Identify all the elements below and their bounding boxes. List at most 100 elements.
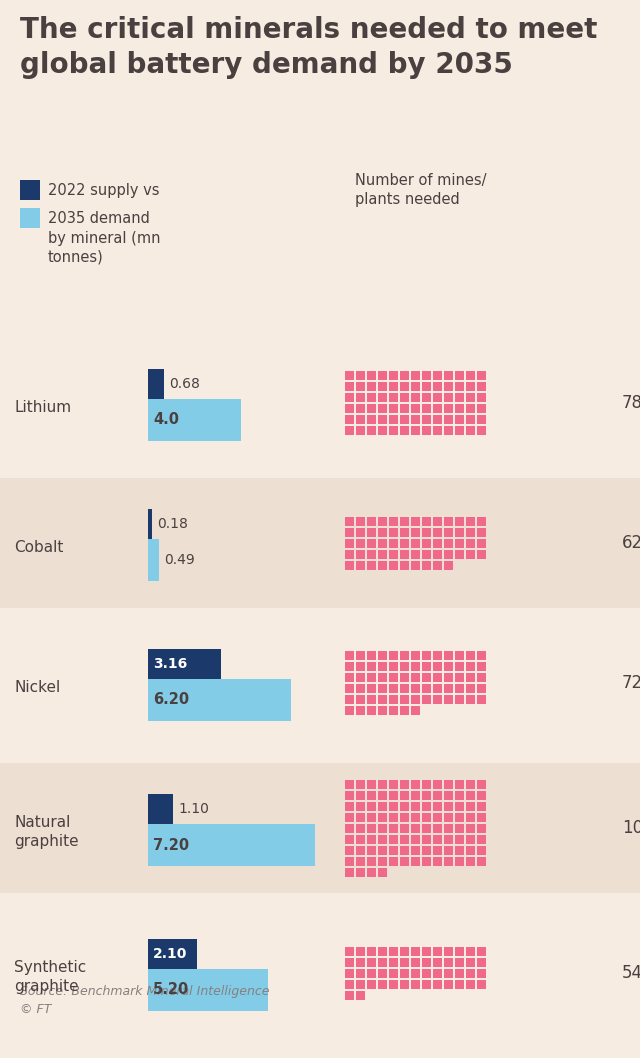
- FancyBboxPatch shape: [389, 528, 398, 536]
- FancyBboxPatch shape: [356, 415, 365, 424]
- FancyBboxPatch shape: [433, 415, 442, 424]
- FancyBboxPatch shape: [367, 957, 376, 967]
- FancyBboxPatch shape: [345, 980, 354, 988]
- FancyBboxPatch shape: [400, 651, 409, 660]
- FancyBboxPatch shape: [444, 823, 453, 833]
- FancyBboxPatch shape: [389, 393, 398, 402]
- FancyBboxPatch shape: [433, 516, 442, 526]
- FancyBboxPatch shape: [378, 371, 387, 380]
- FancyBboxPatch shape: [466, 651, 475, 660]
- FancyBboxPatch shape: [422, 947, 431, 955]
- FancyBboxPatch shape: [378, 528, 387, 536]
- Text: Synthetic
graphite: Synthetic graphite: [14, 961, 86, 993]
- Text: Nickel: Nickel: [14, 679, 60, 694]
- FancyBboxPatch shape: [433, 980, 442, 988]
- FancyBboxPatch shape: [444, 539, 453, 547]
- FancyBboxPatch shape: [455, 393, 464, 402]
- FancyBboxPatch shape: [444, 845, 453, 855]
- FancyBboxPatch shape: [477, 813, 486, 821]
- FancyBboxPatch shape: [367, 947, 376, 955]
- FancyBboxPatch shape: [477, 393, 486, 402]
- FancyBboxPatch shape: [422, 823, 431, 833]
- FancyBboxPatch shape: [444, 968, 453, 978]
- FancyBboxPatch shape: [433, 857, 442, 865]
- FancyBboxPatch shape: [466, 393, 475, 402]
- FancyBboxPatch shape: [466, 823, 475, 833]
- FancyBboxPatch shape: [400, 823, 409, 833]
- Text: 4.0: 4.0: [153, 413, 179, 427]
- FancyBboxPatch shape: [433, 947, 442, 955]
- FancyBboxPatch shape: [389, 706, 398, 715]
- FancyBboxPatch shape: [444, 651, 453, 660]
- FancyBboxPatch shape: [411, 382, 420, 391]
- FancyBboxPatch shape: [367, 835, 376, 843]
- FancyBboxPatch shape: [345, 868, 354, 876]
- FancyBboxPatch shape: [433, 835, 442, 843]
- FancyBboxPatch shape: [422, 393, 431, 402]
- FancyBboxPatch shape: [356, 651, 365, 660]
- FancyBboxPatch shape: [389, 968, 398, 978]
- FancyBboxPatch shape: [422, 673, 431, 682]
- FancyBboxPatch shape: [356, 371, 365, 380]
- FancyBboxPatch shape: [389, 516, 398, 526]
- FancyBboxPatch shape: [389, 823, 398, 833]
- FancyBboxPatch shape: [422, 415, 431, 424]
- FancyBboxPatch shape: [367, 426, 376, 435]
- FancyBboxPatch shape: [444, 780, 453, 788]
- FancyBboxPatch shape: [367, 845, 376, 855]
- Text: 5.20: 5.20: [153, 983, 189, 998]
- FancyBboxPatch shape: [367, 404, 376, 413]
- FancyBboxPatch shape: [411, 790, 420, 800]
- FancyBboxPatch shape: [433, 957, 442, 967]
- Text: Source: Benchmark Mineral Intelligence
© FT: Source: Benchmark Mineral Intelligence ©…: [20, 985, 269, 1016]
- FancyBboxPatch shape: [433, 780, 442, 788]
- FancyBboxPatch shape: [378, 857, 387, 865]
- FancyBboxPatch shape: [400, 662, 409, 671]
- FancyBboxPatch shape: [411, 651, 420, 660]
- FancyBboxPatch shape: [411, 706, 420, 715]
- FancyBboxPatch shape: [455, 651, 464, 660]
- FancyBboxPatch shape: [477, 404, 486, 413]
- FancyBboxPatch shape: [367, 549, 376, 559]
- FancyBboxPatch shape: [356, 528, 365, 536]
- FancyBboxPatch shape: [345, 685, 354, 693]
- FancyBboxPatch shape: [466, 426, 475, 435]
- FancyBboxPatch shape: [378, 415, 387, 424]
- FancyBboxPatch shape: [345, 404, 354, 413]
- FancyBboxPatch shape: [411, 835, 420, 843]
- FancyBboxPatch shape: [345, 835, 354, 843]
- FancyBboxPatch shape: [466, 957, 475, 967]
- FancyBboxPatch shape: [466, 813, 475, 821]
- FancyBboxPatch shape: [0, 763, 640, 893]
- FancyBboxPatch shape: [367, 673, 376, 682]
- FancyBboxPatch shape: [466, 845, 475, 855]
- FancyBboxPatch shape: [378, 516, 387, 526]
- FancyBboxPatch shape: [389, 835, 398, 843]
- FancyBboxPatch shape: [400, 835, 409, 843]
- FancyBboxPatch shape: [345, 780, 354, 788]
- FancyBboxPatch shape: [411, 802, 420, 810]
- FancyBboxPatch shape: [411, 415, 420, 424]
- FancyBboxPatch shape: [356, 957, 365, 967]
- FancyBboxPatch shape: [400, 685, 409, 693]
- FancyBboxPatch shape: [148, 940, 196, 969]
- FancyBboxPatch shape: [389, 662, 398, 671]
- FancyBboxPatch shape: [367, 651, 376, 660]
- FancyBboxPatch shape: [0, 478, 640, 608]
- FancyBboxPatch shape: [477, 651, 486, 660]
- FancyBboxPatch shape: [356, 706, 365, 715]
- FancyBboxPatch shape: [356, 426, 365, 435]
- FancyBboxPatch shape: [389, 813, 398, 821]
- FancyBboxPatch shape: [356, 673, 365, 682]
- FancyBboxPatch shape: [433, 528, 442, 536]
- FancyBboxPatch shape: [400, 813, 409, 821]
- FancyBboxPatch shape: [455, 845, 464, 855]
- FancyBboxPatch shape: [356, 549, 365, 559]
- FancyBboxPatch shape: [444, 685, 453, 693]
- FancyBboxPatch shape: [466, 415, 475, 424]
- FancyBboxPatch shape: [389, 426, 398, 435]
- FancyBboxPatch shape: [422, 561, 431, 569]
- Text: 108: 108: [622, 819, 640, 837]
- FancyBboxPatch shape: [345, 857, 354, 865]
- FancyBboxPatch shape: [345, 947, 354, 955]
